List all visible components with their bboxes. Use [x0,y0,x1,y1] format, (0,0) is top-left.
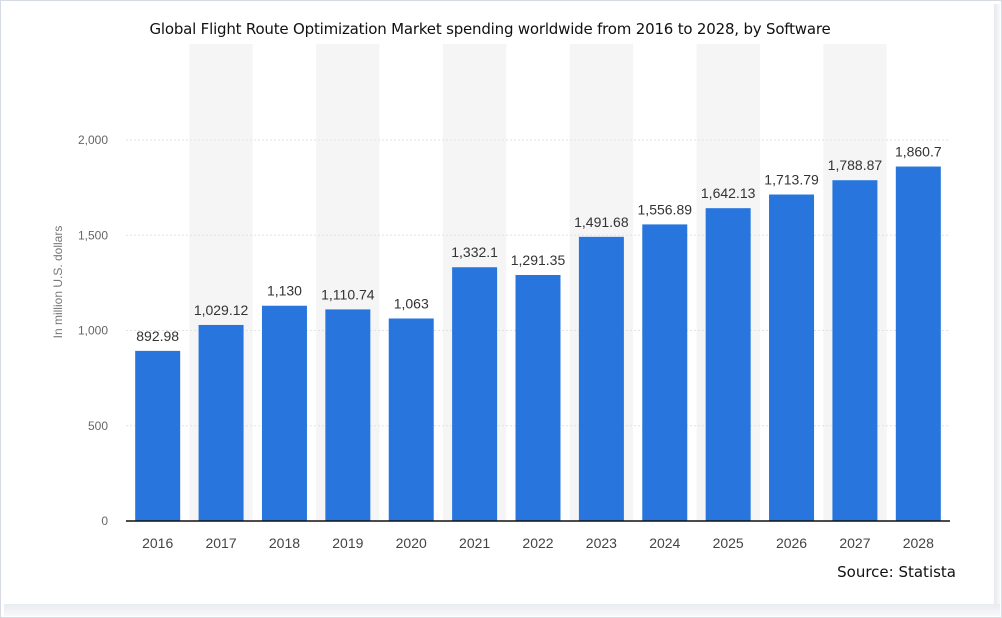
x-tick-label: 2018 [269,535,300,551]
bar [452,267,498,521]
data-label: 1,130 [267,283,302,299]
bar [578,236,624,521]
x-tick-label: 2026 [776,535,807,551]
x-tick-label: 2017 [205,535,236,551]
bar [832,180,878,521]
data-label: 892.98 [136,328,179,344]
x-tick-label: 2021 [459,535,490,551]
y-axis-label: In million U.S. dollars [51,226,65,339]
x-tick-label: 2028 [903,535,934,551]
x-tick-label: 2027 [839,535,870,551]
data-label: 1,713.79 [764,172,819,188]
bar [325,309,371,521]
x-tick-label: 2016 [142,535,173,551]
bar [642,224,688,521]
x-tick-label: 2024 [649,535,680,551]
frame-shadow-bottom [4,604,1000,616]
data-label: 1,063 [394,295,429,311]
y-tick-label: 500 [88,419,108,433]
x-tick-label: 2019 [332,535,363,551]
data-label: 1,491.68 [574,214,629,230]
bar [705,208,751,521]
y-axis-ticks: 0 500 1,000 1,500 2,000 [78,133,108,528]
x-tick-label: 2023 [586,535,617,551]
data-label: 1,332.1 [451,244,498,260]
bar [198,324,244,521]
x-tick-label: 2025 [713,535,744,551]
data-label: 1,556.89 [638,201,693,217]
data-label: 1,291.35 [511,252,566,268]
x-tick-label: 2022 [522,535,553,551]
x-axis-ticks: 2016 2017 2018 2019 2020 2021 2022 2023 2024 2025… [142,535,934,551]
data-labels: 892.98 1,029.12 1,130 1,110.74 1,063 1,332.1 1… [136,144,942,344]
data-label: 1,029.12 [194,302,249,318]
bar [769,194,815,521]
data-label: 1,110.74 [321,286,375,302]
x-tick-label: 2020 [396,535,427,551]
bar [388,318,434,521]
y-tick-label: 0 [101,514,108,528]
frame-shadow-right [994,4,1000,616]
data-label: 1,642.13 [701,185,756,201]
chart-title: Global Flight Route Optimization Market … [149,20,831,38]
bars [135,166,941,521]
bar [135,350,181,521]
data-label: 1,788.87 [828,157,883,173]
bar [895,166,941,521]
bar [261,305,307,521]
y-tick-label: 1,500 [78,228,108,242]
source-credit: Source: Statista [837,563,956,581]
bar [515,274,561,521]
data-label: 1,860.7 [895,144,942,160]
y-tick-label: 1,000 [78,324,108,338]
y-tick-label: 2,000 [78,133,108,147]
